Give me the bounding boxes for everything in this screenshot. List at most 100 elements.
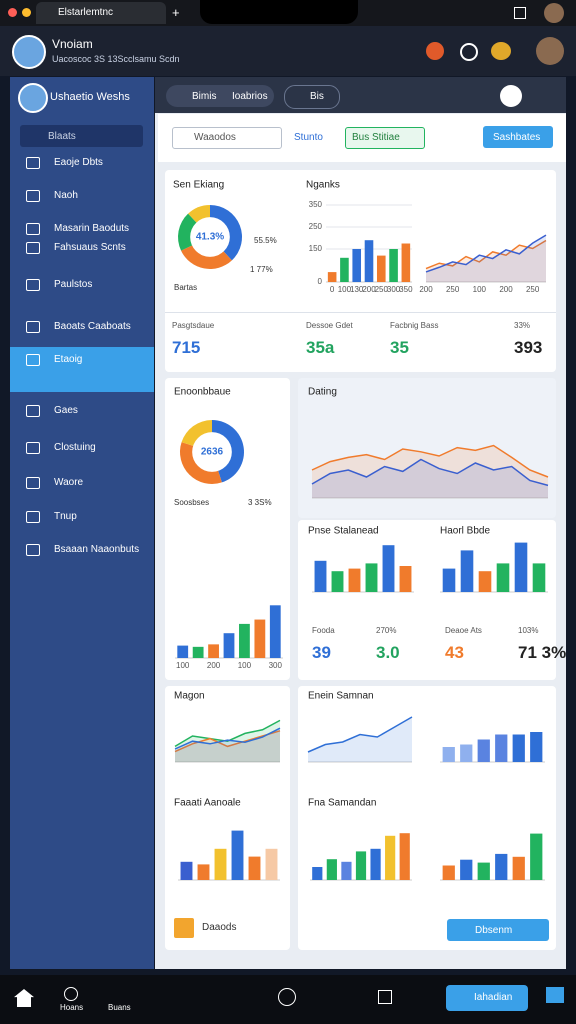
kpi-value: 3.0 — [376, 643, 400, 662]
dot[interactable] — [8, 8, 17, 17]
chart-label: Soosbses — [174, 498, 209, 507]
bar — [442, 865, 455, 880]
sidebar-icon[interactable] — [26, 157, 40, 169]
kpi-label: 270% — [376, 626, 397, 635]
bar — [512, 734, 525, 762]
kpi-value: 39 — [312, 643, 331, 662]
icon[interactable] — [460, 43, 478, 61]
icon — [174, 918, 194, 938]
filter[interactable]: Stunto — [294, 132, 323, 143]
kpi-label: 33% — [514, 321, 531, 330]
nav-icon[interactable] — [278, 988, 296, 1006]
sidebar-icon[interactable] — [26, 405, 40, 417]
sidebar-icon[interactable] — [26, 223, 40, 235]
card — [298, 686, 556, 950]
search-input[interactable] — [172, 127, 282, 149]
kpi-value: 715 — [172, 338, 201, 357]
divider — [165, 312, 556, 313]
nav-icon[interactable] — [64, 987, 78, 1001]
tab[interactable] — [36, 2, 166, 24]
bar — [355, 851, 367, 880]
sidebar-icon[interactable] — [26, 442, 40, 454]
x-tick-label: 300 — [387, 285, 401, 294]
action-label: Sashbates — [493, 132, 541, 143]
filter-chip[interactable] — [345, 127, 425, 149]
avatar[interactable] — [500, 85, 522, 107]
sidebar-item: Masarin Baoduts — [54, 223, 130, 234]
bar — [180, 861, 193, 880]
sidebar-icon[interactable] — [26, 190, 40, 202]
donut-hole — [192, 432, 232, 472]
bar — [460, 859, 473, 880]
dot[interactable] — [22, 8, 31, 17]
tab-pill[interactable] — [284, 85, 340, 109]
bar — [460, 744, 473, 762]
nav-button[interactable] — [446, 985, 528, 1011]
nav-icon[interactable] — [378, 990, 392, 1004]
bar — [365, 563, 378, 592]
action-button[interactable] — [483, 126, 553, 148]
bar — [331, 571, 344, 592]
x-tick-label: 100 — [176, 661, 190, 670]
footer-button[interactable] — [447, 919, 549, 941]
bar — [327, 272, 337, 282]
sidebar-icon[interactable] — [26, 242, 40, 254]
new-tab[interactable]: + — [172, 5, 180, 20]
x-tick-label: 250 — [526, 285, 540, 294]
area — [312, 459, 548, 498]
sidebar-icon[interactable] — [26, 544, 40, 556]
sidebar-item: Tnup — [54, 511, 77, 522]
bar — [370, 848, 381, 880]
sidebar-icon[interactable] — [26, 477, 40, 489]
x-tick-label: 0 — [330, 285, 335, 294]
bar — [197, 864, 210, 880]
filter-label: Bus Stitiae — [352, 132, 400, 143]
tab-pill[interactable] — [166, 85, 274, 107]
card — [298, 378, 556, 518]
x-tick-label: 100 — [473, 285, 487, 294]
search-box[interactable] — [20, 125, 143, 147]
bar — [265, 848, 278, 880]
bar — [442, 747, 455, 762]
bar — [254, 619, 266, 658]
kpi-label: Facbnig Bass — [390, 321, 439, 330]
bottom-nav: Hoans Buans Iahadian — [0, 975, 576, 1024]
sidebar-title: Ushaetio Weshs — [50, 91, 130, 103]
sidebar-icon[interactable] — [26, 354, 40, 366]
chart-title: Enein Samnan — [308, 691, 374, 702]
area — [312, 445, 548, 498]
line — [311, 458, 549, 487]
avatar[interactable] — [18, 83, 48, 113]
avatar[interactable] — [544, 3, 564, 23]
x-tick-label: 350 — [399, 285, 413, 294]
chart-title: Haorl Bbde — [440, 526, 490, 537]
x-tick-label: 200 — [499, 285, 513, 294]
window-icon[interactable] — [514, 7, 526, 19]
donut-hole — [190, 217, 230, 257]
bar — [477, 739, 490, 762]
sidebar-icon[interactable] — [26, 511, 40, 523]
nav-icon[interactable] — [546, 987, 564, 1003]
avatar[interactable] — [536, 37, 564, 65]
line — [174, 719, 281, 748]
notch — [200, 0, 358, 24]
tab-label: Bis — [310, 91, 324, 102]
icon[interactable] — [491, 42, 511, 60]
home-icon[interactable] — [14, 989, 34, 1007]
sidebar-icon[interactable] — [26, 279, 40, 291]
bar — [495, 734, 508, 762]
chart-label: 3 3S% — [248, 498, 272, 507]
kpi-value: 35 — [390, 338, 409, 357]
icon[interactable] — [426, 42, 444, 60]
user-avatar[interactable] — [12, 35, 46, 69]
sidebar-icon[interactable] — [26, 321, 40, 333]
kpi-value: 393 — [514, 338, 543, 357]
bar — [248, 856, 261, 880]
bar — [514, 542, 528, 592]
chart-title: Enoonbbaue — [174, 387, 231, 398]
nav-button-label: Iahadian — [474, 992, 513, 1003]
sidebar: Ushaetio Weshs Blaats — [10, 77, 154, 969]
chart-title: Sen Ekiang — [173, 180, 224, 191]
bar — [214, 848, 227, 880]
